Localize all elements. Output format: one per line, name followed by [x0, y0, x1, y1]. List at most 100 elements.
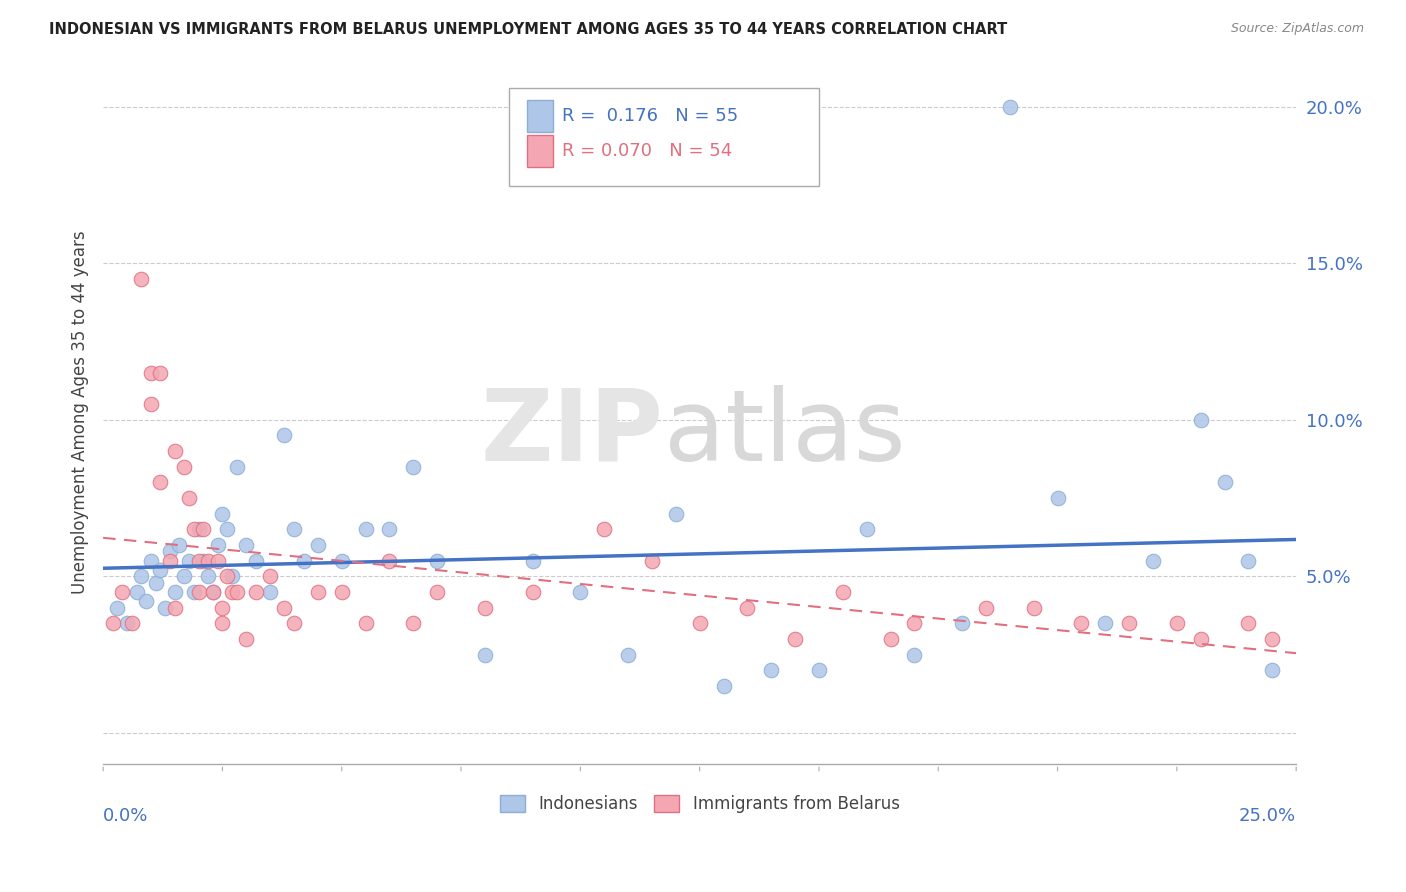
Point [207, 538, 229, 552]
Point [115, 616, 138, 631]
Point [641, 554, 664, 568]
Point [617, 648, 640, 662]
Point [135, 594, 157, 608]
Point [831, 585, 853, 599]
Point [1189, 413, 1212, 427]
Point [211, 616, 233, 631]
Point [187, 522, 209, 536]
Point [689, 616, 711, 631]
Point [149, 563, 172, 577]
Point [173, 459, 195, 474]
Point [737, 600, 759, 615]
Point [1118, 616, 1140, 631]
Point [107, 600, 129, 615]
Point [1237, 616, 1260, 631]
Text: R = 0.070   N = 54: R = 0.070 N = 54 [562, 142, 733, 161]
Point [145, 575, 167, 590]
Text: 25.0%: 25.0% [1239, 806, 1296, 824]
Text: 0.0%: 0.0% [103, 806, 149, 824]
Point [131, 569, 153, 583]
Point [1213, 475, 1236, 490]
Point [125, 585, 148, 599]
Point [163, 600, 186, 615]
Point [211, 507, 233, 521]
FancyBboxPatch shape [509, 87, 818, 186]
Point [593, 522, 616, 536]
Point [474, 600, 496, 615]
Point [131, 272, 153, 286]
Point [187, 585, 209, 599]
Text: R =  0.176   N = 55: R = 0.176 N = 55 [562, 107, 738, 125]
Point [283, 522, 305, 536]
Point [330, 554, 353, 568]
Point [183, 522, 205, 536]
Point [159, 554, 181, 568]
Point [101, 616, 124, 631]
Point [761, 663, 783, 677]
Point [378, 522, 401, 536]
Point [139, 554, 162, 568]
Point [235, 538, 257, 552]
Point [903, 616, 925, 631]
Point [307, 585, 329, 599]
Point [193, 554, 215, 568]
Point [402, 459, 425, 474]
Text: INDONESIAN VS IMMIGRANTS FROM BELARUS UNEMPLOYMENT AMONG AGES 35 TO 44 YEARS COR: INDONESIAN VS IMMIGRANTS FROM BELARUS UN… [49, 22, 1008, 37]
Point [522, 554, 544, 568]
Point [1142, 554, 1164, 568]
Point [783, 632, 806, 646]
Point [177, 491, 200, 505]
Point [1261, 632, 1284, 646]
Point [903, 648, 925, 662]
Point [1261, 663, 1284, 677]
Point [221, 569, 243, 583]
Point [225, 459, 247, 474]
Point [665, 507, 688, 521]
Point [273, 428, 295, 442]
Legend: Indonesians, Immigrants from Belarus: Indonesians, Immigrants from Belarus [494, 788, 907, 820]
Point [111, 585, 134, 599]
Point [569, 585, 592, 599]
Text: atlas: atlas [664, 384, 905, 482]
Point [177, 554, 200, 568]
Point [221, 585, 243, 599]
Point [855, 522, 877, 536]
Point [201, 585, 224, 599]
Point [378, 554, 401, 568]
Text: ZIP: ZIP [481, 384, 664, 482]
Point [187, 554, 209, 568]
Point [879, 632, 901, 646]
Point [173, 569, 195, 583]
Point [225, 585, 247, 599]
Point [197, 569, 219, 583]
Point [207, 554, 229, 568]
Point [292, 554, 315, 568]
Y-axis label: Unemployment Among Ages 35 to 44 years: Unemployment Among Ages 35 to 44 years [72, 230, 89, 594]
Point [139, 397, 162, 411]
Point [974, 600, 997, 615]
Point [163, 585, 186, 599]
Point [197, 554, 219, 568]
Point [217, 522, 239, 536]
Point [426, 554, 449, 568]
Point [273, 600, 295, 615]
Point [245, 585, 267, 599]
Point [259, 569, 281, 583]
FancyBboxPatch shape [527, 136, 553, 167]
Point [1189, 632, 1212, 646]
Point [1022, 600, 1045, 615]
Point [149, 475, 172, 490]
FancyBboxPatch shape [527, 100, 553, 132]
Point [522, 585, 544, 599]
Point [149, 366, 172, 380]
Point [235, 632, 257, 646]
Point [201, 585, 224, 599]
Point [426, 585, 449, 599]
Point [713, 679, 735, 693]
Point [807, 663, 830, 677]
Point [354, 522, 377, 536]
Point [245, 554, 267, 568]
Point [1046, 491, 1069, 505]
Point [1094, 616, 1116, 631]
Point [330, 585, 353, 599]
